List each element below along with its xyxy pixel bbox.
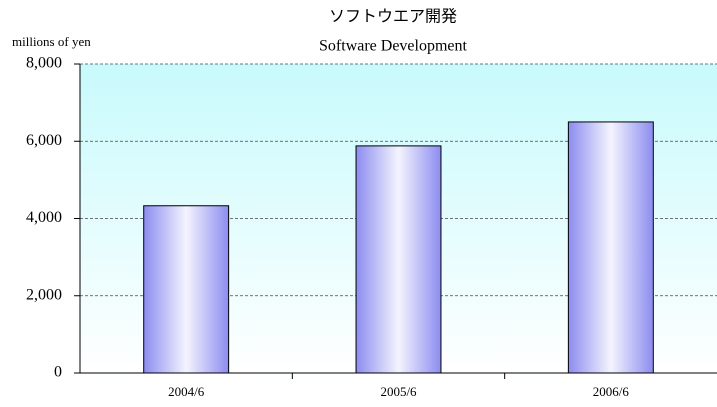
- y-tick-label: 0: [54, 364, 62, 381]
- y-tick-label: 8,000: [26, 55, 62, 72]
- chart-subtitle: Software Development: [319, 38, 468, 55]
- bar: [355, 145, 442, 374]
- bar: [567, 121, 654, 374]
- bar: [143, 205, 230, 374]
- y-tick-label: 6,000: [26, 132, 62, 149]
- y-tick-label: 2,000: [26, 286, 62, 303]
- chart-title: ソフトウエア開発: [329, 8, 457, 26]
- x-tick-label: 2004/6: [168, 384, 205, 399]
- y-tick-label: 4,000: [26, 209, 62, 226]
- x-tick-label: 2006/6: [593, 384, 630, 399]
- y-axis-label: millions of yen: [12, 34, 91, 49]
- x-tick-label: 2005/6: [380, 384, 417, 399]
